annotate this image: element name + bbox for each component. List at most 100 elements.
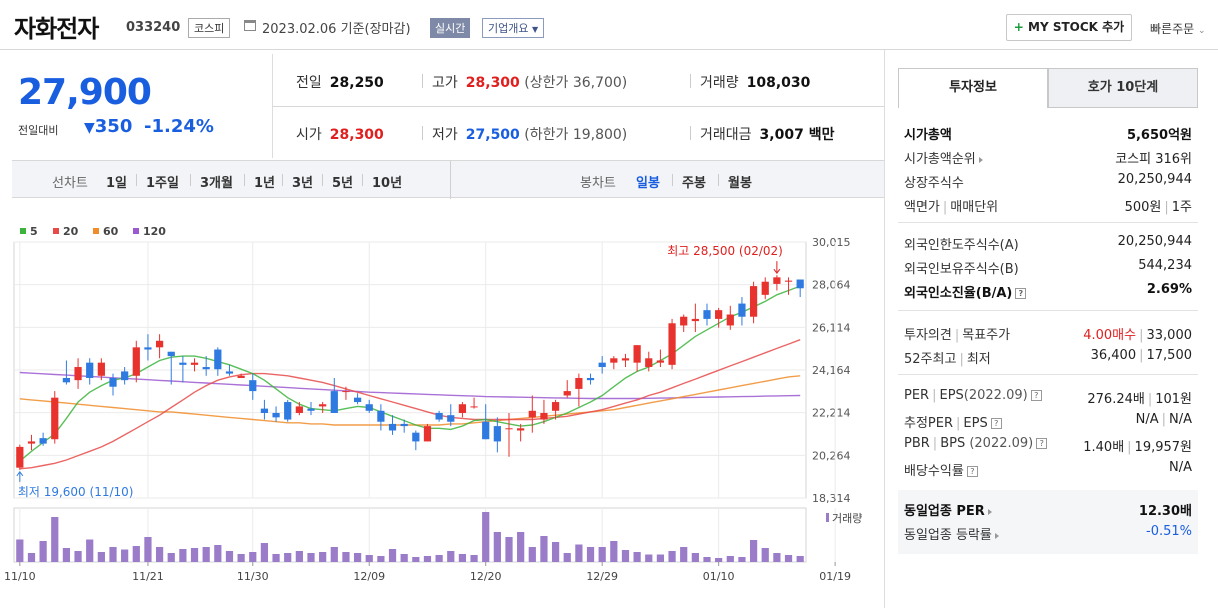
period-3m[interactable]: 3개월 (200, 176, 233, 191)
row-cap-rank[interactable]: 시가총액순위 코스피 316위 (904, 152, 1192, 167)
volume-bar (540, 536, 548, 562)
candle-body (423, 426, 432, 442)
line-chart-label: 선차트 (52, 176, 88, 191)
legend-label: 20 (63, 225, 79, 238)
candle-body (482, 421, 490, 440)
x-tick-label: 01/10 (703, 570, 735, 583)
candle-body (528, 410, 536, 418)
candle-body (295, 406, 303, 413)
row-industry-change[interactable]: 동일업종 등락률 -0.51% (904, 524, 1192, 543)
candle-body (680, 316, 688, 326)
candle-body (691, 318, 699, 322)
volume-panel-frame (13, 507, 807, 563)
stock-header: 자화전자 033240 코스피 2023.02.06 기준(장마감) 실시간 기… (0, 0, 1218, 50)
min-price-annotation: 최저 19,600 (11/10) (18, 485, 134, 499)
help-icon[interactable]: ? (1030, 390, 1042, 401)
volume-bar (388, 549, 397, 562)
volume-bar (458, 554, 467, 562)
arrow-right-icon (987, 508, 992, 515)
ma-line-60 (19, 375, 801, 426)
period-1d[interactable]: 1일 (106, 176, 128, 191)
volume-bar (225, 551, 234, 562)
quick-order-link[interactable]: 빠른주문 ⌄ (1150, 22, 1206, 36)
stock-chart[interactable]: 30,015 28,064 26,114 24,164 22,214 20,264 18,3… (0, 220, 884, 608)
y-tick-label: 26,114 (812, 321, 851, 334)
chevron-down-icon: ⌄ (1198, 26, 1206, 36)
candle-monthly[interactable]: 월봉 (728, 176, 752, 191)
candle-body (121, 371, 129, 381)
volume-bar (470, 555, 478, 562)
candle-body (365, 404, 373, 411)
volume-bar (738, 557, 746, 562)
realtime-button[interactable]: 실시간 (430, 18, 471, 38)
candle-body (284, 402, 292, 420)
row-par-unit: 액면가 | 매매단위 500원 | 1주 (904, 200, 1192, 215)
help-icon[interactable]: ? (1036, 438, 1048, 449)
help-icon[interactable]: ? (966, 466, 978, 477)
candle-body (703, 310, 711, 319)
period-3y[interactable]: 3년 (292, 176, 314, 191)
volume-bar (167, 553, 175, 562)
candle-body (598, 362, 606, 368)
candle-body (109, 377, 117, 387)
period-5y[interactable]: 5년 (332, 176, 354, 191)
volume-bar (726, 556, 734, 562)
volume-bar (295, 551, 303, 562)
period-10y[interactable]: 10년 (372, 176, 403, 191)
candle-body (493, 426, 501, 442)
candle-weekly[interactable]: 주봉 (682, 176, 706, 191)
candle-body (610, 358, 618, 363)
candle-daily[interactable]: 일봉 (636, 176, 660, 191)
legend-label: 120 (143, 225, 166, 238)
max-price-annotation: 최고 28,500 (02/02) (667, 244, 783, 258)
company-info-button[interactable]: 기업개요 ▼ (482, 18, 545, 38)
volume-bar (86, 539, 94, 562)
candle-body (563, 391, 571, 396)
row-industry-per[interactable]: 동일업종 PER 12.30배 (904, 504, 1192, 519)
volume-bar (353, 553, 362, 562)
candle-body (400, 423, 408, 427)
row-market-cap: 시가총액 5,650억원 (904, 128, 1192, 143)
volume-bar (365, 555, 373, 562)
candle-body (773, 277, 781, 284)
period-1w[interactable]: 1주일 (146, 176, 179, 191)
quote-date: 2023.02.06 기준(장마감) (262, 22, 411, 37)
change-percent: -1.24% (144, 116, 214, 137)
volume-bar (179, 549, 187, 562)
help-icon[interactable]: ? (1015, 288, 1027, 299)
candle-body (51, 397, 59, 440)
row-dividend: 배당수익률? N/A (904, 460, 1192, 479)
x-tick-label: 12/09 (353, 570, 385, 583)
volume-bar (517, 532, 525, 562)
candle-body (39, 438, 47, 444)
candle-body (668, 323, 676, 365)
tab-hoga-10[interactable]: 호가 10단계 (1048, 68, 1198, 108)
stock-code: 033240 (126, 20, 181, 35)
candle-body (16, 446, 24, 468)
add-mystock-button[interactable]: + MY STOCK 추가 (1006, 14, 1132, 41)
chart-period-bar: 선차트 1일 1주일 3개월 1년 3년 5년 10년 봉차트 일봉 주봉 월봉 (12, 160, 884, 199)
candle-body (353, 397, 362, 403)
row-foreign-limit: 외국인한도주식수(A) 20,250,944 (904, 234, 1192, 253)
candle-body (540, 412, 548, 420)
volume-label: 거래량 (832, 512, 862, 525)
row-opinion-target: 투자의견 | 목표주가 4.00매수 | 33,000 (904, 328, 1192, 343)
volume-bar (249, 552, 257, 562)
row-foreign-hold: 외국인보유주식수(B) 544,234 (904, 258, 1192, 277)
price-stats: 전일 28,250 고가 28,300 (상한가 36,700) 거래량 108,03… (272, 54, 884, 158)
period-1y[interactable]: 1년 (254, 176, 276, 191)
candle-body (761, 281, 769, 295)
legend-label: 60 (103, 225, 119, 238)
candle-body (470, 406, 478, 408)
volume-bar (272, 554, 280, 562)
price-summary: 27,900 전일대비 ▼350 -1.24% (12, 54, 272, 158)
help-icon[interactable]: ? (990, 418, 1002, 429)
volume-bar (691, 553, 699, 562)
candle-body (330, 391, 338, 413)
stat-high: 고가 28,300 (상한가 36,700) (432, 75, 628, 91)
tab-invest-info[interactable]: 투자정보 (898, 68, 1048, 108)
candle-chart-label: 봉차트 (580, 176, 616, 191)
volume-bar (342, 552, 350, 562)
candle-body (260, 408, 269, 413)
volume-bar (528, 547, 536, 562)
